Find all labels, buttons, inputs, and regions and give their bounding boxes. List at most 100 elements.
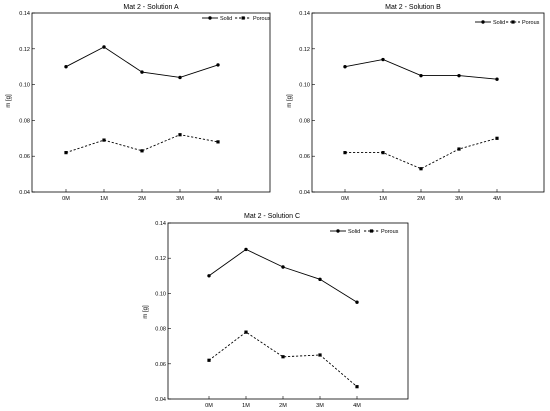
y-tick-label: 0.04 xyxy=(155,397,166,403)
x-tick-label: 1M xyxy=(242,403,250,409)
data-point-porous xyxy=(178,133,182,137)
y-tick-label: 0.12 xyxy=(19,47,30,53)
chart-panel-c: Mat 2 - Solution C m [g] 0.04 0.06 0.08 0.1… xyxy=(143,213,409,409)
data-point-solid xyxy=(64,65,68,69)
data-point-solid xyxy=(343,65,347,69)
data-point-solid xyxy=(244,247,248,252)
data-point-porous xyxy=(102,138,106,142)
data-point-porous xyxy=(495,136,499,140)
legend-marker-solid xyxy=(208,16,212,20)
x-tick-label: 3M xyxy=(176,196,184,202)
series-markers xyxy=(343,57,499,171)
x-tick-label: 4M xyxy=(353,403,361,409)
y-tick-label: 0.14 xyxy=(19,11,30,17)
y-tick-label: 0.06 xyxy=(155,362,166,368)
data-point-solid xyxy=(178,75,182,80)
data-point-porous xyxy=(343,151,347,155)
data-point-porous xyxy=(419,167,423,171)
data-point-solid xyxy=(216,63,220,67)
legend: Solid Porous xyxy=(202,16,271,22)
data-point-solid xyxy=(207,274,211,278)
y-axis-ticks: 0.04 0.06 0.08 0.10 0.12 0.14 xyxy=(299,11,315,196)
data-point-solid xyxy=(355,300,359,304)
x-tick-label: 1M xyxy=(379,196,387,202)
legend-label-porous: Porous xyxy=(381,229,399,235)
legend-marker-porous xyxy=(241,16,245,20)
y-tick-label: 0.06 xyxy=(19,154,30,160)
data-point-solid xyxy=(419,73,423,78)
y-axis-ticks: 0.04 0.06 0.08 0.10 0.12 0.14 xyxy=(155,221,171,403)
x-tick-label: 4M xyxy=(493,196,501,202)
x-axis-ticks: 0M 1M 2M 3M 4M xyxy=(341,189,501,202)
y-tick-label: 0.14 xyxy=(299,11,310,17)
legend-marker-solid xyxy=(481,20,485,24)
legend-marker-porous xyxy=(511,20,515,24)
data-point-porous xyxy=(216,140,220,144)
chart-title: Mat 2 - Solution A xyxy=(123,4,179,11)
y-axis-title: m [g] xyxy=(287,94,293,108)
y-tick-label: 0.12 xyxy=(155,256,166,262)
y-tick-label: 0.10 xyxy=(155,291,166,297)
x-tick-label: 2M xyxy=(279,403,287,409)
y-axis-ticks: 0.04 0.06 0.08 0.10 0.12 0.14 xyxy=(19,11,35,196)
x-tick-label: 0M xyxy=(205,403,213,409)
data-point-solid xyxy=(102,45,106,49)
y-tick-label: 0.10 xyxy=(19,83,30,89)
data-point-solid xyxy=(281,265,285,269)
data-point-porous xyxy=(244,330,248,334)
legend-label-solid: Solid xyxy=(220,16,232,22)
data-point-solid xyxy=(381,57,385,62)
data-point-porous xyxy=(457,147,461,151)
x-tick-label: 3M xyxy=(316,403,324,409)
data-point-porous xyxy=(207,358,211,362)
legend-label-porous: Porous xyxy=(522,20,540,26)
series-line-porous xyxy=(345,137,498,170)
plot-frame xyxy=(311,12,545,193)
x-axis-ticks: 0M 1M 2M 3M 4M xyxy=(205,396,361,409)
chart-title: Mat 2 - Solution C xyxy=(244,213,300,220)
series-markers xyxy=(64,45,220,155)
data-point-solid xyxy=(140,70,144,74)
plot-frame xyxy=(31,12,271,193)
x-tick-label: 2M xyxy=(417,196,425,202)
y-tick-label: 0.08 xyxy=(299,118,310,124)
y-axis-title: m [g] xyxy=(143,305,149,319)
data-point-porous xyxy=(64,151,68,155)
legend-label-porous: Porous xyxy=(253,16,271,22)
data-point-porous xyxy=(355,385,359,389)
series-line-porous xyxy=(65,134,219,154)
data-point-solid xyxy=(318,277,322,282)
y-tick-label: 0.08 xyxy=(19,118,30,124)
y-tick-label: 0.14 xyxy=(155,221,166,227)
legend-label-solid: Solid xyxy=(493,20,505,26)
legend: Solid Porous xyxy=(475,20,540,26)
x-tick-label: 0M xyxy=(62,196,70,202)
chart-title: Mat 2 - Solution B xyxy=(385,4,441,11)
data-point-porous xyxy=(140,149,144,153)
data-point-solid xyxy=(495,77,499,81)
legend-marker-porous xyxy=(369,229,374,233)
y-axis-title: m [g] xyxy=(6,94,12,108)
x-tick-label: 2M xyxy=(138,196,146,202)
x-tick-label: 0M xyxy=(341,196,349,202)
data-point-porous xyxy=(281,355,285,359)
x-tick-label: 1M xyxy=(100,196,108,202)
x-tick-label: 3M xyxy=(455,196,463,202)
y-tick-label: 0.06 xyxy=(299,154,310,160)
x-axis-ticks: 0M 1M 2M 3M 4M xyxy=(62,189,222,202)
y-tick-label: 0.04 xyxy=(19,190,30,196)
data-point-porous xyxy=(318,353,322,357)
data-point-porous xyxy=(381,151,385,155)
x-tick-label: 4M xyxy=(214,196,222,202)
y-tick-label: 0.04 xyxy=(299,190,310,196)
plot-frame xyxy=(167,222,409,400)
y-tick-label: 0.10 xyxy=(299,83,310,89)
y-tick-label: 0.12 xyxy=(299,47,310,53)
series-markers xyxy=(207,247,359,389)
legend: Solid Porous xyxy=(330,229,399,235)
legend-marker-solid xyxy=(336,229,340,233)
legend-label-solid: Solid xyxy=(348,229,360,235)
y-tick-label: 0.08 xyxy=(155,327,166,333)
data-point-solid xyxy=(457,73,461,78)
